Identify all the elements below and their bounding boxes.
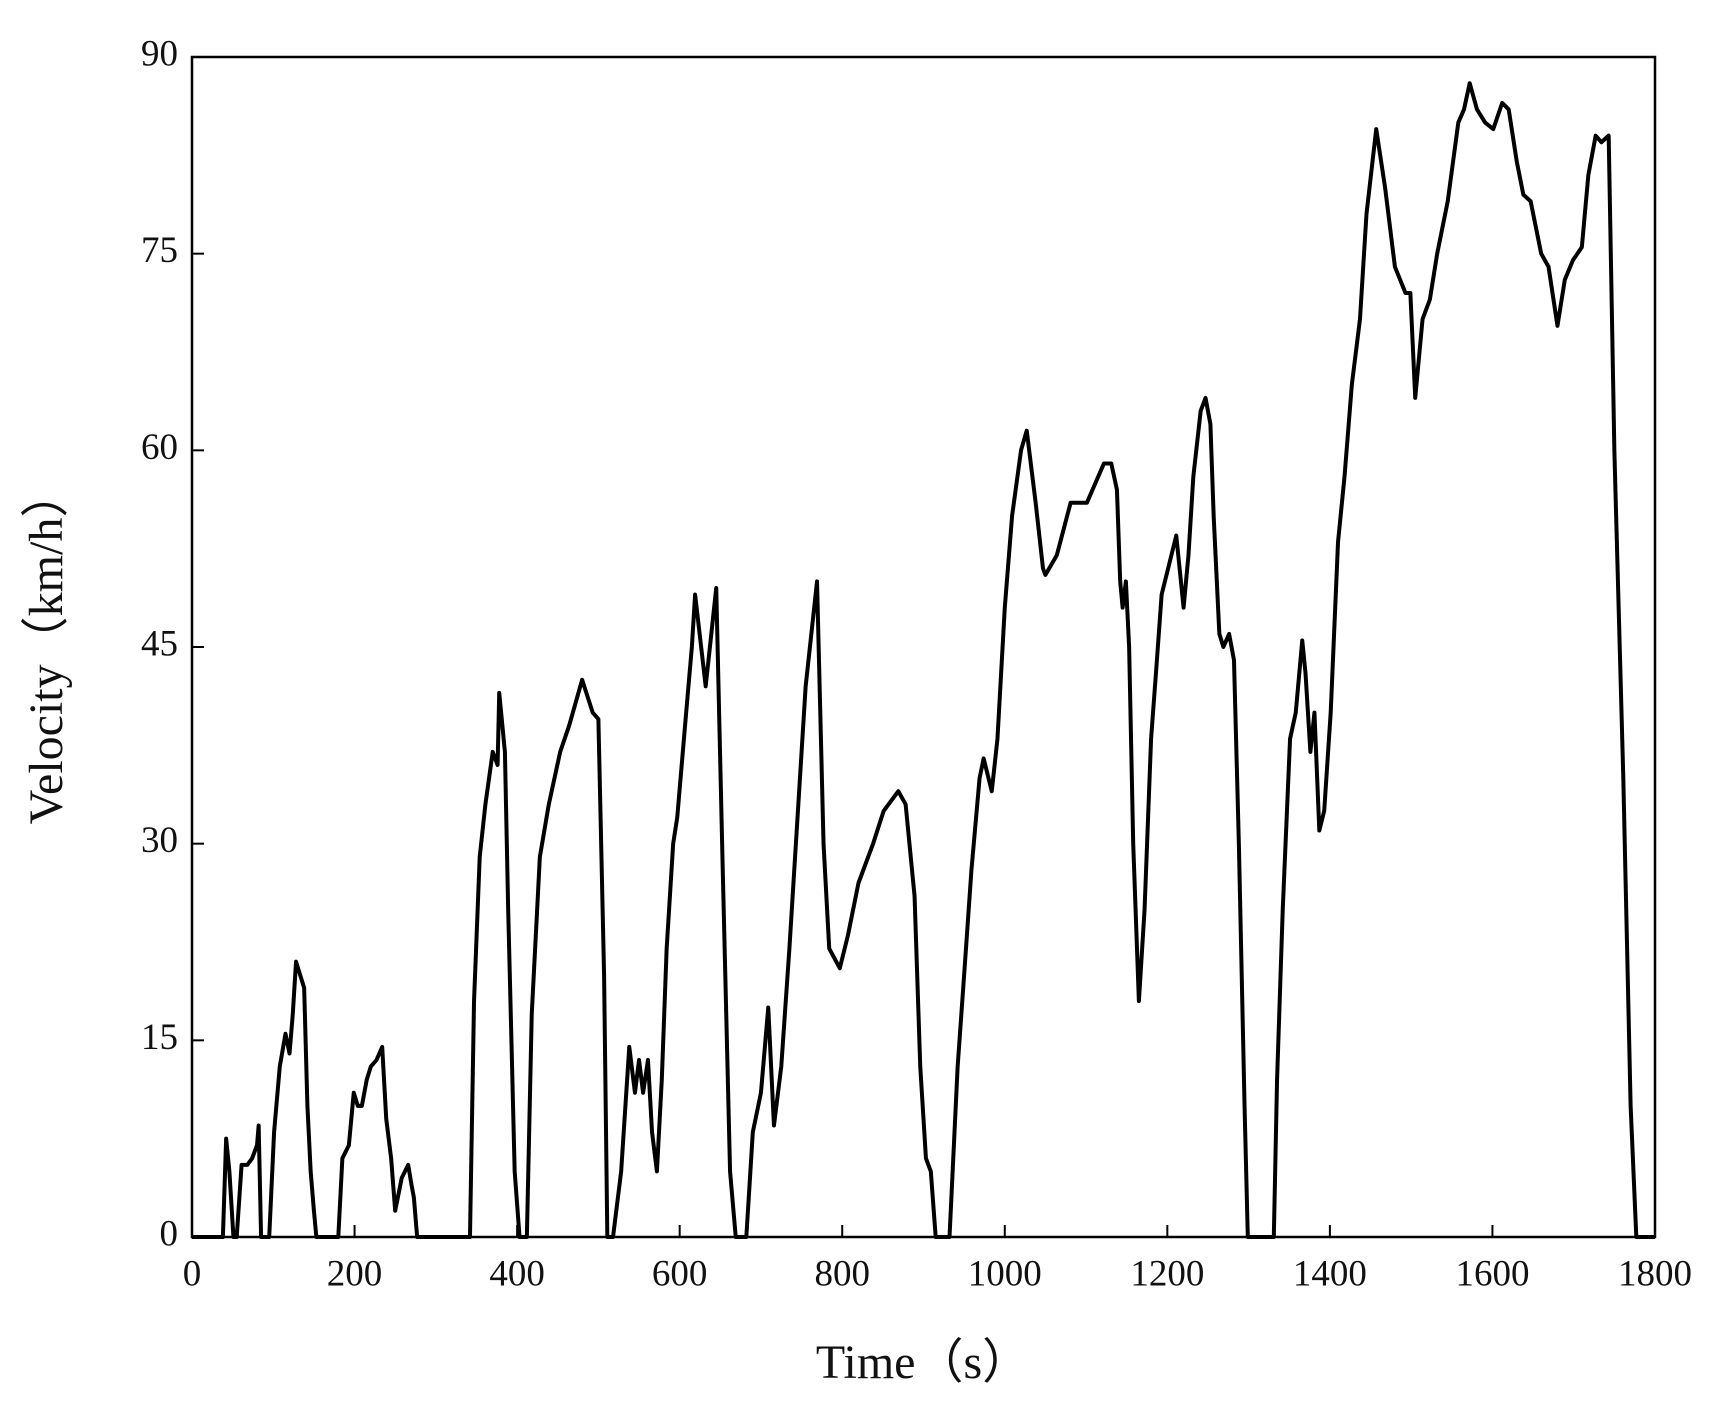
y-tick-label: 75 (141, 230, 178, 271)
y-tick-label: 0 (160, 1213, 179, 1254)
x-tick-label: 400 (489, 1253, 545, 1294)
velocity-line (192, 81, 1655, 1239)
y-tick-label: 45 (141, 623, 178, 664)
y-tick-label: 60 (141, 427, 178, 468)
x-tick-label: 1600 (1455, 1253, 1529, 1294)
y-axis-title: Velocity（km/h） (20, 470, 73, 825)
x-tick-label: 1800 (1618, 1253, 1692, 1294)
x-tick-label: 1000 (968, 1253, 1042, 1294)
x-tick-label: 800 (814, 1253, 870, 1294)
plot-frame (190, 55, 1657, 1239)
x-tick-label: 200 (327, 1253, 383, 1294)
y-tick-label: 30 (141, 820, 178, 861)
x-tick-label: 600 (652, 1253, 708, 1294)
y-tick-label: 90 (141, 33, 178, 74)
x-tick-label: 1400 (1293, 1253, 1367, 1294)
x-axis-title: Time（s） (816, 1336, 1030, 1389)
y-tick-label: 15 (141, 1017, 178, 1058)
x-tick-label: 0 (183, 1253, 202, 1294)
x-tick-label: 1200 (1130, 1253, 1204, 1294)
